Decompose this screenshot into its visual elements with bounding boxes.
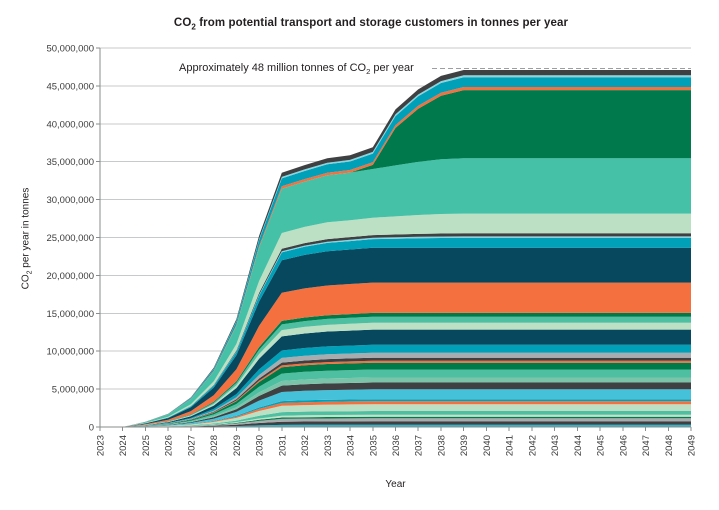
chart-title-subscript: 2 — [191, 22, 196, 32]
annotation-subscript: 2 — [366, 67, 371, 77]
area-layer-29-seagreen-big — [100, 158, 691, 428]
y-tick-label-30000000: 30,000,000 — [46, 195, 94, 206]
area-layer-02-charcoal — [100, 421, 691, 427]
y-tick-label-40000000: 40,000,000 — [46, 119, 94, 130]
x-tick-label-2036: 2036 — [391, 435, 402, 456]
area-layer-12-seagreen-light — [100, 377, 691, 427]
x-tick-label-2030: 2030 — [255, 435, 266, 456]
x-tick-label-2028: 2028 — [209, 435, 220, 456]
x-tick-label-2041: 2041 — [505, 435, 516, 456]
x-tick-label-2037: 2037 — [414, 435, 425, 456]
area-layer-01-teal — [100, 424, 691, 427]
x-tick-label-2046: 2046 — [618, 435, 629, 456]
y-tick-label-0: 0 — [89, 423, 94, 434]
y-tick-label-25000000: 25,000,000 — [46, 233, 94, 244]
area-layer-30-darkgreen-big — [100, 90, 691, 427]
area-layer-04-darkgreen — [100, 416, 691, 427]
area-layer-08-orange — [100, 401, 691, 427]
y-axis-title: CO2 per year in tonnes — [21, 139, 36, 339]
x-tick-label-2024: 2024 — [118, 435, 129, 456]
x-tick-label-2043: 2043 — [550, 435, 561, 456]
chart-title-prefix: CO — [173, 17, 192, 29]
y-tick-label-15000000: 15,000,000 — [46, 309, 94, 320]
x-tick-label-2026: 2026 — [164, 435, 175, 456]
x-tick-label-2048: 2048 — [664, 435, 675, 456]
y-axis-title-rest: per year in tonnes — [20, 187, 32, 271]
x-tick-label-2038: 2038 — [436, 435, 447, 456]
x-tick-label-2023: 2023 — [96, 435, 107, 456]
annotation-prefix: Approximately 48 million tonnes of CO — [179, 62, 367, 74]
y-axis-title-prefix: CO — [20, 274, 32, 290]
y-tick-label-50000000: 50,000,000 — [46, 44, 94, 55]
x-tick-label-2044: 2044 — [573, 435, 584, 456]
x-tick-label-2042: 2042 — [527, 435, 538, 456]
x-tick-label-2035: 2035 — [368, 435, 379, 456]
annotation-rest: per year — [370, 62, 414, 74]
x-tick-label-2031: 2031 — [277, 435, 288, 456]
x-tick-label-2047: 2047 — [641, 435, 652, 456]
area-layer-11-charcoal — [100, 382, 691, 427]
x-tick-label-2025: 2025 — [141, 435, 152, 456]
y-tick-label-20000000: 20,000,000 — [46, 271, 94, 282]
x-axis-title: Year — [385, 479, 406, 490]
y-tick-label-45000000: 45,000,000 — [46, 81, 94, 92]
area-layer-23-orange-big — [100, 282, 691, 427]
x-tick-label-2027: 2027 — [186, 435, 197, 456]
x-tick-label-2032: 2032 — [300, 435, 311, 456]
chart-title-rest: from potential transport and storage cus… — [195, 17, 569, 29]
x-tick-label-2034: 2034 — [346, 435, 357, 456]
area-layer-06-seagreen — [100, 411, 691, 427]
area-layer-13-seagreen — [100, 369, 691, 427]
x-tick-label-2029: 2029 — [232, 435, 243, 456]
x-tick-label-2039: 2039 — [459, 435, 470, 456]
area-layer-10-lightcyan — [100, 389, 691, 427]
area-layer-19-navy — [100, 329, 691, 427]
y-axis-title-subscript: 2 — [26, 270, 34, 275]
y-tick-label-35000000: 35,000,000 — [46, 157, 94, 168]
area-layer-07-lightgreen — [100, 404, 691, 427]
x-tick-label-2049: 2049 — [687, 435, 698, 456]
y-tick-label-10000000: 10,000,000 — [46, 347, 94, 358]
area-layer-14-darkgreen — [100, 362, 691, 427]
chart-title: CO2 from potential transport and storage… — [22, 17, 719, 32]
area-layer-05-lightgreen — [100, 414, 691, 427]
x-tick-label-2033: 2033 — [323, 435, 334, 456]
area-layer-03-silver — [100, 418, 691, 427]
annotation-label: Approximately 48 million tonnes of CO2 p… — [179, 62, 414, 77]
x-tick-label-2045: 2045 — [596, 435, 607, 456]
area-layer-24-navy-big — [100, 247, 691, 427]
x-tick-label-2040: 2040 — [482, 435, 493, 456]
y-tick-label-5000000: 5,000,000 — [52, 385, 94, 396]
